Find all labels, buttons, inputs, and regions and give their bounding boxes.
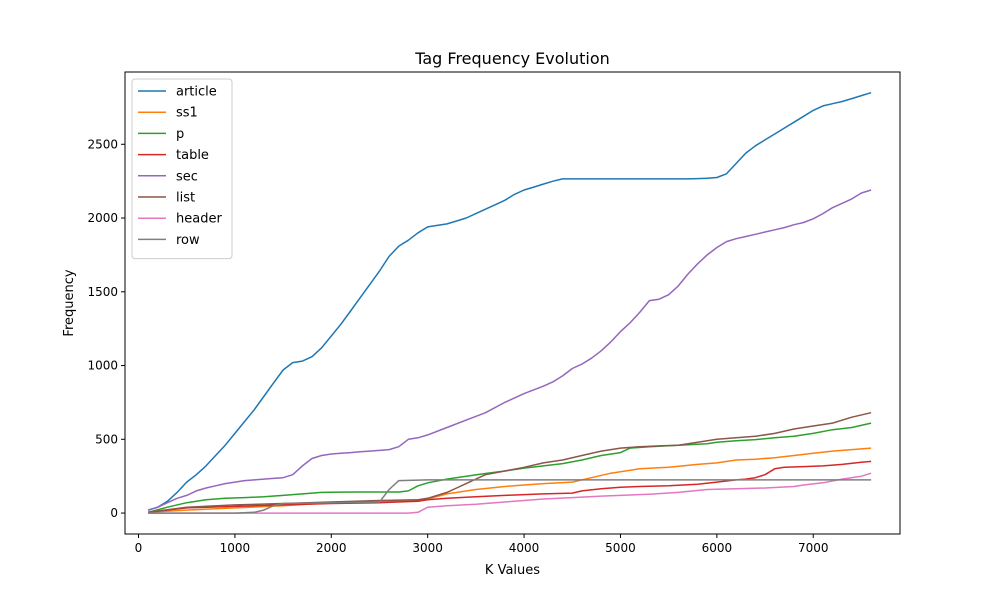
series-line-table [148,460,872,514]
legend-label-table: table [176,148,209,163]
x-axis-label: K Values [485,563,540,578]
y-tick-label: 2000 [87,211,118,225]
y-tick-label: 500 [95,432,118,446]
series-line-header [148,472,872,514]
legend-label-row: row [176,233,200,248]
y-axis-label: Frequency [62,269,77,336]
legend-label-list: list [176,191,195,206]
x-tick-label: 0 [135,541,143,555]
legend-label-sec: sec [176,169,198,184]
y-axis: 0 500 1000 1500 2000 2500 [87,137,125,520]
x-tick-label: 5000 [605,541,636,555]
legend-box [131,78,233,260]
series-line-article [147,91,872,511]
x-tick-label: 2000 [316,541,347,555]
y-tick-label: 2500 [87,137,118,151]
legend: article ss1 p table sec list header row [131,78,233,260]
x-tick-label: 6000 [702,541,733,555]
plot-lines [147,91,872,514]
series-line-row [148,479,872,514]
legend-label-header: header [176,212,222,227]
legend-label-article: article [176,85,217,100]
legend-label-ss1: ss1 [176,106,198,121]
legend-label-p: p [176,127,184,142]
y-tick-label: 1500 [87,285,118,299]
chart-title: Tag Frequency Evolution [414,49,610,68]
x-tick-label: 7000 [798,541,829,555]
series-line-list [148,411,872,514]
x-tick-label: 3000 [412,541,443,555]
y-tick-label: 0 [110,506,118,520]
series-line-sec [147,189,872,511]
x-tick-label: 4000 [509,541,540,555]
y-tick-label: 1000 [87,359,118,373]
x-axis: 0 1000 2000 3000 4000 5000 6000 7000 [135,534,829,555]
x-tick-label: 1000 [220,541,251,555]
plot-frame [124,71,901,535]
